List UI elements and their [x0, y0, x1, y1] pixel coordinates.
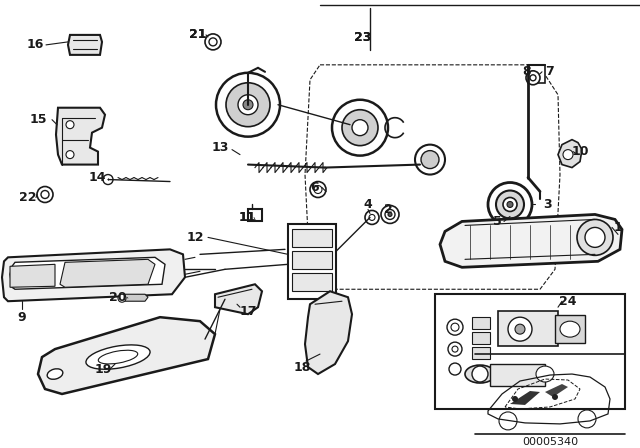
Circle shape	[472, 366, 488, 382]
Bar	[490, 364, 545, 386]
Text: 1: 1	[614, 221, 622, 234]
Circle shape	[552, 394, 558, 400]
Circle shape	[526, 71, 540, 85]
Circle shape	[448, 342, 462, 356]
Text: 9: 9	[18, 310, 26, 324]
Text: 00005340: 00005340	[522, 437, 578, 447]
Polygon shape	[10, 264, 55, 287]
Circle shape	[103, 175, 113, 185]
Circle shape	[447, 319, 463, 335]
Circle shape	[503, 198, 517, 211]
Bar	[248, 210, 262, 221]
Text: 22: 22	[19, 191, 36, 204]
Polygon shape	[440, 215, 622, 267]
Polygon shape	[56, 108, 105, 164]
Bar	[435, 294, 625, 409]
Ellipse shape	[47, 369, 63, 379]
Bar	[288, 224, 336, 299]
Circle shape	[226, 83, 270, 127]
Circle shape	[507, 202, 513, 207]
Text: 17: 17	[239, 305, 257, 318]
Bar	[472, 347, 490, 359]
Circle shape	[449, 363, 461, 375]
Circle shape	[512, 396, 518, 402]
Bar	[472, 332, 490, 344]
Polygon shape	[558, 140, 582, 168]
Circle shape	[488, 182, 532, 226]
Text: 10: 10	[572, 145, 589, 158]
Circle shape	[243, 100, 253, 110]
Text: 23: 23	[355, 31, 372, 44]
Text: 24: 24	[559, 295, 577, 308]
Ellipse shape	[560, 321, 580, 337]
Text: 3: 3	[543, 198, 551, 211]
Bar	[292, 251, 332, 269]
Circle shape	[365, 211, 379, 224]
Circle shape	[388, 212, 392, 216]
Circle shape	[205, 34, 221, 50]
Text: 20: 20	[109, 291, 127, 304]
Text: 16: 16	[26, 39, 44, 52]
Bar	[528, 65, 545, 83]
Circle shape	[563, 150, 573, 159]
Circle shape	[421, 151, 439, 168]
Polygon shape	[10, 257, 165, 289]
Text: 15: 15	[29, 113, 47, 126]
Polygon shape	[38, 317, 215, 394]
Text: 19: 19	[94, 362, 112, 375]
Polygon shape	[510, 391, 540, 405]
Circle shape	[238, 95, 258, 115]
Text: 21: 21	[189, 28, 207, 41]
Circle shape	[310, 181, 326, 198]
Text: 14: 14	[88, 171, 106, 184]
Circle shape	[515, 324, 525, 334]
Circle shape	[332, 100, 388, 155]
Text: 7: 7	[545, 65, 554, 78]
Circle shape	[415, 145, 445, 175]
Circle shape	[66, 121, 74, 129]
Circle shape	[118, 294, 126, 302]
Text: 18: 18	[293, 361, 310, 374]
Ellipse shape	[465, 365, 495, 383]
Polygon shape	[305, 291, 352, 374]
Polygon shape	[2, 250, 185, 301]
Circle shape	[381, 206, 399, 224]
Bar	[472, 317, 490, 329]
Bar	[292, 229, 332, 247]
Polygon shape	[215, 284, 262, 314]
Bar	[498, 311, 558, 346]
Ellipse shape	[86, 345, 150, 369]
Circle shape	[496, 190, 524, 219]
Text: 21: 21	[189, 28, 207, 41]
Circle shape	[342, 110, 378, 146]
Polygon shape	[68, 35, 102, 55]
Polygon shape	[125, 294, 148, 301]
Text: 13: 13	[211, 141, 228, 154]
Bar	[292, 273, 332, 291]
Circle shape	[585, 228, 605, 247]
Circle shape	[577, 220, 613, 255]
Text: 5: 5	[493, 215, 501, 228]
Text: 4: 4	[364, 198, 372, 211]
Polygon shape	[545, 384, 568, 397]
Text: 2: 2	[383, 203, 392, 216]
Text: 12: 12	[186, 231, 204, 244]
Text: 11: 11	[238, 211, 256, 224]
Circle shape	[37, 186, 53, 202]
Bar	[555, 315, 585, 343]
Text: 11: 11	[238, 211, 256, 224]
Circle shape	[352, 120, 368, 136]
Text: 6: 6	[310, 181, 319, 194]
Ellipse shape	[536, 366, 554, 382]
Circle shape	[216, 73, 280, 137]
Polygon shape	[60, 259, 155, 287]
Text: 8: 8	[523, 65, 531, 78]
Text: 23: 23	[355, 31, 372, 44]
Circle shape	[66, 151, 74, 159]
Circle shape	[508, 317, 532, 341]
